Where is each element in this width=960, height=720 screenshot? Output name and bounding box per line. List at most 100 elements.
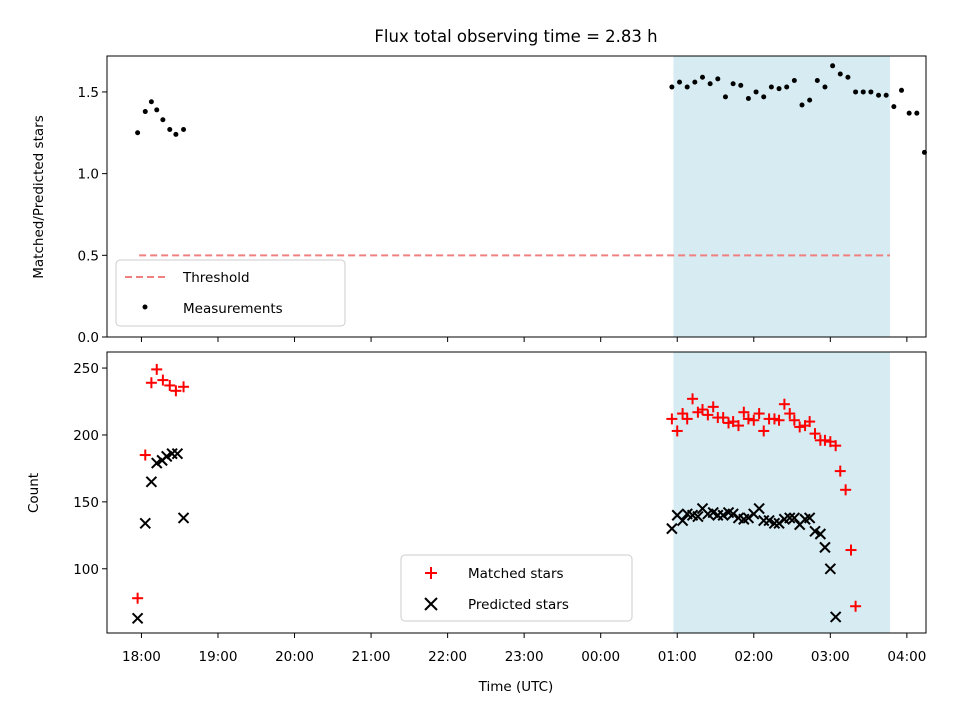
measurement-point: [860, 89, 866, 95]
observing-window-highlight-bottom: [673, 352, 891, 633]
matched-star-point: [132, 592, 144, 604]
measurement-point: [730, 81, 736, 87]
matched-star-point: [850, 600, 862, 612]
measurement-point: [853, 89, 859, 95]
predicted-star-point: [753, 502, 765, 515]
matched-star-point: [139, 449, 151, 461]
measurement-point: [799, 102, 805, 108]
legend-matched-label: Matched stars: [468, 566, 564, 582]
y-tick-label: 250: [73, 361, 99, 377]
y-tick-label: 1.5: [78, 85, 99, 101]
measurement-point: [868, 89, 874, 95]
matched-star-point: [145, 377, 157, 389]
top-y-ticks: 0.0 0.5 1.0 1.5: [78, 85, 107, 346]
matched-star-point: [671, 425, 683, 437]
measurement-point: [791, 78, 797, 84]
predicted-star-point: [768, 517, 781, 529]
bottom-legend-box: [400, 554, 633, 622]
x-tick-label: 01:00: [658, 649, 697, 665]
matched-star-point: [845, 544, 857, 556]
matched-star-point: [788, 414, 800, 426]
matched-star-point: [157, 374, 169, 386]
top-x-ticks: [140, 337, 908, 342]
measurement-points: [135, 63, 927, 155]
measurement-point: [135, 130, 141, 136]
measurement-point: [692, 79, 698, 85]
predicted-star-point: [139, 517, 151, 529]
x-tick-label: 19:00: [199, 649, 238, 665]
legend-predicted-swatch: [424, 597, 438, 611]
y-tick-label: 1.0: [78, 167, 99, 183]
x-tick-label: 23:00: [505, 649, 544, 665]
measurement-point: [699, 74, 705, 80]
x-tick-label: 21:00: [352, 649, 391, 665]
matched-star-point: [178, 381, 190, 393]
matched-star-point: [830, 440, 842, 452]
measurement-point: [722, 94, 728, 100]
x-tick-label: 20:00: [275, 649, 314, 665]
matched-star-point: [687, 393, 699, 405]
legend-threshold-label: Threshold: [182, 270, 250, 286]
top-panel: 0.0 0.5 1.0 1.5 Matched/Predicted stars Thr…: [31, 55, 927, 346]
predicted-star-point: [131, 612, 144, 624]
x-tick-label: 03:00: [811, 649, 850, 665]
x-tick-label: 04:00: [887, 649, 926, 665]
predicted-star-point: [829, 611, 842, 623]
measurement-point: [883, 92, 889, 98]
predicted-star-point: [666, 522, 678, 535]
predicted-stars-points: [131, 447, 842, 624]
matched-star-point: [717, 412, 729, 424]
x-tick-label: 02:00: [734, 649, 773, 665]
chart-title: Flux total observing time = 2.83 h: [374, 27, 657, 46]
matched-star-point: [681, 413, 693, 425]
measurement-point: [148, 99, 154, 105]
measurement-point: [837, 71, 843, 77]
measurement-point: [784, 84, 790, 90]
legend-measurements-swatch: [142, 304, 148, 310]
measurement-point: [899, 87, 905, 93]
matched-star-point: [753, 408, 765, 420]
measurement-point: [707, 81, 713, 87]
measurement-point: [768, 84, 774, 90]
top-legend: Threshold Measurements: [115, 259, 346, 327]
measurement-point: [167, 127, 173, 133]
predicted-star-point: [824, 563, 837, 575]
matched-star-point: [707, 401, 719, 413]
bottom-axes-frame: [106, 351, 927, 634]
legend-predicted-label: Predicted stars: [468, 597, 569, 613]
bottom-y-axis-label: Count: [26, 473, 42, 513]
measurement-point: [738, 82, 744, 88]
legend-matched-swatch: [425, 567, 437, 579]
measurement-point: [761, 94, 767, 100]
matched-star-point: [164, 379, 176, 391]
matched-star-point: [840, 484, 852, 496]
top-axes-frame: [106, 55, 927, 338]
measurement-point: [181, 127, 187, 133]
x-tick-label: 22:00: [428, 649, 467, 665]
measurement-point: [684, 84, 690, 90]
measurement-point: [715, 76, 721, 82]
legend-measurements-label: Measurements: [183, 301, 283, 317]
matched-star-point: [151, 363, 163, 375]
predicted-star-point: [819, 541, 831, 554]
matched-star-point: [666, 413, 678, 425]
matched-star-point: [702, 409, 714, 421]
y-tick-label: 150: [73, 495, 99, 511]
predicted-star-point: [171, 447, 184, 460]
matched-star-point: [738, 406, 750, 418]
top-y-axis-label: Matched/Predicted stars: [31, 115, 47, 278]
matched-star-point: [834, 465, 846, 477]
y-tick-label: 100: [73, 562, 99, 578]
measurement-point: [160, 117, 166, 123]
bottom-panel: 100 150 200 250 18:00 19:00 20:00 21:00 22:00 23…: [26, 351, 927, 695]
x-tick-label: 18:00: [122, 649, 161, 665]
bottom-legend: Matched stars Predicted stars: [400, 554, 633, 622]
matched-star-point: [794, 421, 806, 433]
predicted-star-point: [692, 510, 704, 523]
matched-star-point: [170, 385, 182, 397]
measurement-point: [891, 104, 897, 110]
measurement-point: [154, 107, 160, 113]
observing-window-highlight: [673, 56, 891, 337]
matched-star-point: [696, 404, 708, 416]
measurement-point: [776, 86, 782, 92]
